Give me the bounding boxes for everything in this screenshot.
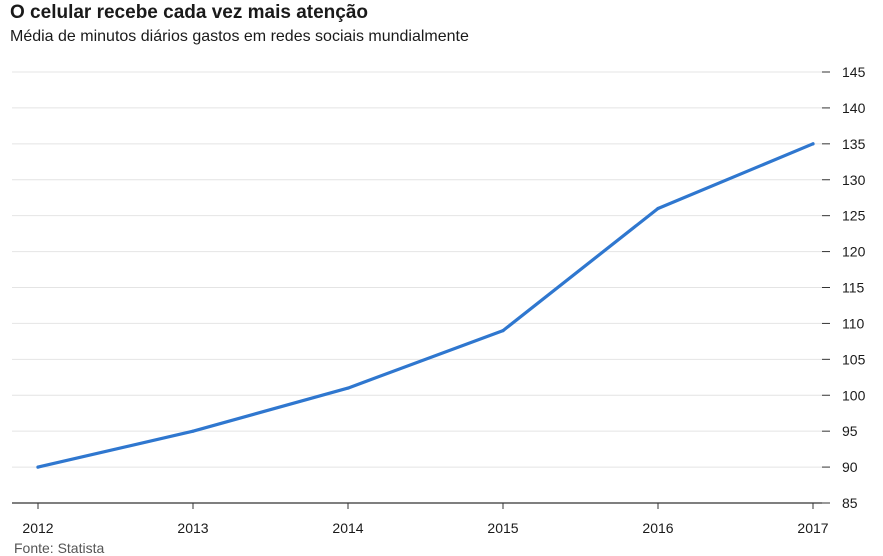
source-note: Fonte: Statista [14, 540, 105, 556]
data-point [191, 429, 195, 433]
y-tick-label: 145 [842, 64, 866, 80]
chart-subtitle: Média de minutos diários gastos em redes… [10, 28, 469, 45]
y-tick-label: 90 [842, 459, 858, 475]
data-point [501, 329, 505, 333]
y-tick-label: 120 [842, 244, 866, 260]
x-axis: 2012 2013 2014 2015 2016 2017 [12, 502, 829, 536]
data-point [811, 142, 815, 146]
x-tick-label: 2017 [797, 520, 828, 536]
y-tick-label: 105 [842, 351, 866, 367]
y-tick-label: 95 [842, 423, 858, 439]
data-point [36, 465, 40, 469]
y-tick-label: 115 [842, 280, 865, 296]
data-point [656, 206, 660, 211]
y-tick-label: 100 [842, 387, 866, 403]
data-point [346, 386, 350, 390]
gridlines [12, 71, 822, 468]
y-tick-label: 140 [842, 100, 866, 116]
x-tick-label: 2016 [642, 520, 673, 536]
y-tick-label: 135 [842, 136, 866, 152]
y-tick-label: 130 [842, 172, 866, 188]
chart-title: O celular recebe cada vez mais atenção [10, 2, 369, 23]
x-tick-label: 2015 [487, 520, 518, 536]
x-tick-label: 2014 [332, 520, 363, 536]
series-layer [36, 142, 815, 469]
y-tick-label: 85 [842, 495, 858, 511]
y-axis: 85 90 95 100 105 110 115 120 125 130 135 140 145 [822, 64, 866, 511]
y-tick-label: 110 [842, 315, 865, 331]
x-tick-label: 2012 [22, 520, 53, 536]
y-tick-label: 125 [842, 208, 866, 224]
x-tick-label: 2013 [177, 520, 208, 536]
series-line [36, 142, 815, 469]
